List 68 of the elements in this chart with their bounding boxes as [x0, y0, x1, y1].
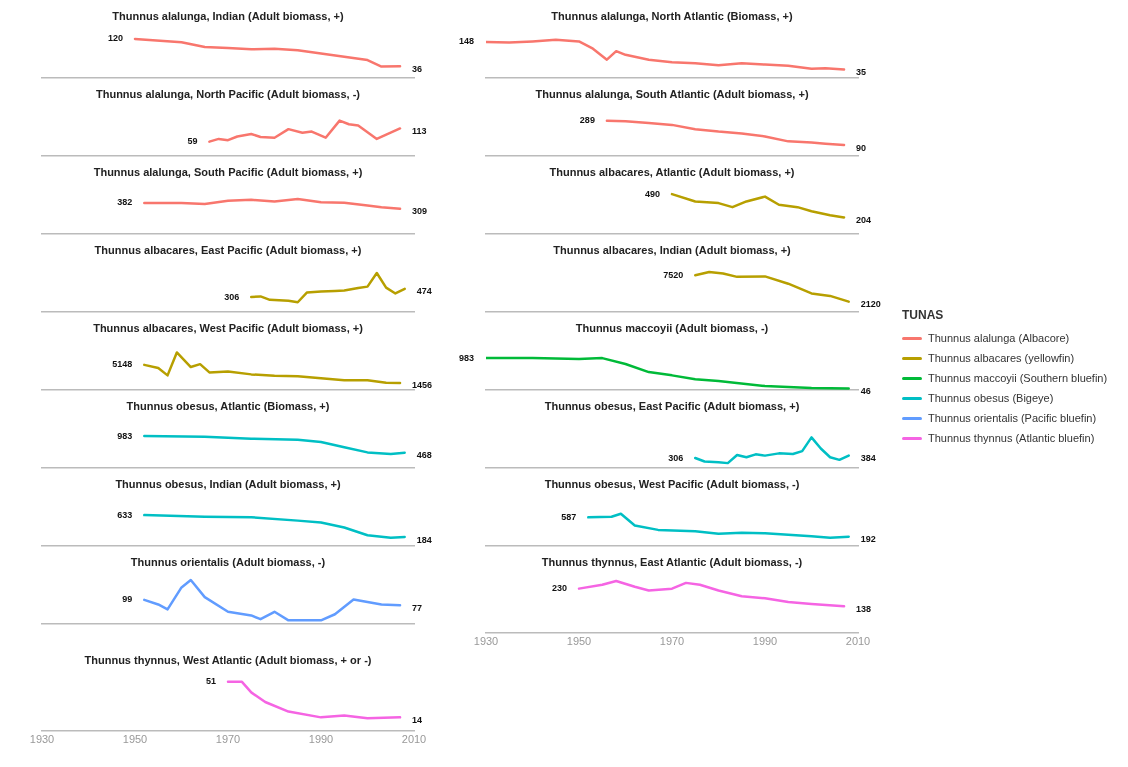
data-label: 99	[122, 594, 133, 605]
chart-title: Thunnus alalunga, South Pacific (Adult biomass, +)	[93, 165, 363, 178]
legend-label: Thunnus obesus (Bigeye)	[928, 392, 1054, 404]
data-label: 306	[668, 452, 684, 463]
data-label: 35	[856, 66, 867, 77]
chart-title: Thunnus thynnus, West Atlantic (Adult biomass, + or -)	[84, 653, 372, 666]
data-label: 204	[856, 214, 872, 225]
data-label: 5148	[112, 359, 133, 370]
legend-label: Thunnus maccoyii (Southern bluefin)	[928, 372, 1108, 384]
chart-title: Thunnus alalunga, Indian (Adult biomass, +)	[112, 9, 344, 22]
x-tick-label: 1950	[122, 733, 148, 746]
chart-title: Thunnus orientalis (Adult biomass, -)	[130, 555, 326, 568]
data-label: 59	[187, 136, 198, 147]
chart-title: Thunnus albacares, Indian (Adult biomass, +)	[553, 243, 792, 256]
legend-title: TUNAS	[902, 308, 945, 322]
data-label: 184	[416, 534, 432, 545]
x-tick-label: 1970	[215, 733, 241, 746]
chart-title: Thunnus obesus, East Pacific (Adult biomass, +)	[544, 399, 800, 412]
chart-title: Thunnus alalunga, North Pacific (Adult biomass, -)	[95, 87, 361, 100]
data-label: 2120	[860, 299, 881, 310]
data-label: 983	[458, 352, 474, 363]
x-tick-label: 1990	[308, 733, 334, 746]
chart-title: Thunnus albacares, West Pacific (Adult biomass, +)	[93, 321, 364, 334]
chart-title: Thunnus alalunga, South Atlantic (Adult biomass, +)	[535, 87, 809, 100]
chart-title: Thunnus thynnus, East Atlantic (Adult biomass, -)	[541, 555, 803, 568]
data-label: 633	[117, 509, 133, 520]
data-label: 1456	[412, 380, 433, 391]
chart-title: Thunnus albacares, East Pacific (Adult biomass, +)	[94, 243, 362, 256]
x-tick-label: 2010	[401, 733, 427, 746]
data-label: 983	[117, 430, 133, 441]
data-label: 382	[117, 197, 133, 208]
x-tick-label: 1950	[566, 635, 592, 648]
legend-label: Thunnus albacares (yellowfin)	[928, 352, 1075, 364]
legend-label: Thunnus thynnus (Atlantic bluefin)	[928, 432, 1095, 444]
data-label: 90	[856, 142, 867, 153]
data-label: 384	[860, 452, 876, 463]
data-label: 309	[412, 206, 428, 217]
data-label: 289	[579, 115, 595, 126]
data-label: 36	[412, 63, 423, 74]
data-label: 306	[224, 291, 240, 302]
data-label: 46	[860, 385, 871, 396]
data-label: 138	[856, 603, 872, 614]
data-label: 230	[551, 583, 567, 594]
x-tick-label: 1970	[659, 635, 685, 648]
chart-title: Thunnus alalunga, North Atlantic (Biomass, +)	[551, 9, 793, 22]
data-label: 587	[561, 511, 577, 522]
x-tick-label: 1930	[29, 733, 55, 746]
data-label: 77	[412, 602, 423, 613]
data-label: 120	[107, 33, 123, 44]
legend-label: Thunnus orientalis (Pacific bluefin)	[928, 412, 1097, 424]
chart-title: Thunnus obesus, Atlantic (Biomass, +)	[126, 399, 330, 412]
legend-label: Thunnus alalunga (Albacore)	[928, 332, 1070, 344]
chart-title: Thunnus maccoyii (Adult biomass, -)	[575, 321, 769, 334]
x-tick-label: 1990	[752, 635, 778, 648]
data-label: 148	[458, 36, 474, 47]
chart-title: Thunnus obesus, Indian (Adult biomass, +)	[115, 477, 341, 490]
x-tick-label: 1930	[473, 635, 499, 648]
x-tick-label: 2010	[845, 635, 871, 648]
data-label: 474	[416, 286, 432, 297]
data-label: 490	[644, 188, 660, 199]
chart-title: Thunnus obesus, West Pacific (Adult biomass, -)	[544, 477, 800, 490]
data-label: 192	[860, 534, 876, 545]
data-label: 113	[412, 125, 427, 136]
data-label: 7520	[663, 269, 684, 280]
chart-title: Thunnus albacares, Atlantic (Adult biomass, +)	[549, 165, 795, 178]
data-label: 14	[412, 714, 423, 725]
data-label: 51	[205, 676, 216, 687]
data-label: 468	[416, 450, 432, 461]
